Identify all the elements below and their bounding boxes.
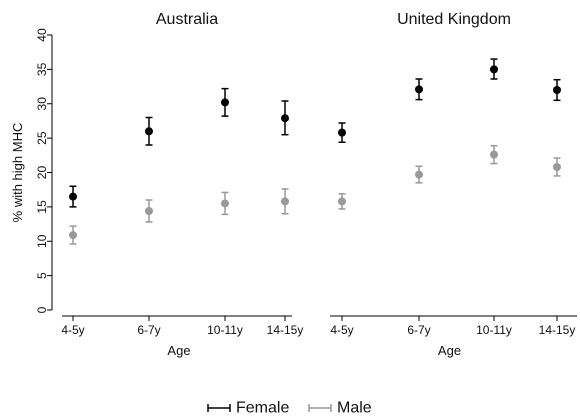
x-axis-label: Age [167, 343, 190, 358]
data-point [281, 197, 289, 206]
x-tick-label: 4-5y [61, 323, 84, 337]
data-point [553, 163, 561, 171]
y-tick-label: 20 [35, 166, 49, 180]
y-tick-label: 5 [35, 272, 49, 279]
x-tick-label: 4-5y [330, 323, 353, 337]
y-axis-label: % with high MHC [10, 123, 25, 223]
legend-item-male: Male [308, 400, 372, 417]
legend: Female Male [207, 400, 372, 417]
series-male [338, 144, 561, 210]
data-point [338, 128, 346, 137]
data-point [415, 170, 423, 179]
data-point [490, 150, 498, 159]
x-tick-label: 6-7y [137, 323, 160, 337]
series-female [69, 87, 289, 208]
panel-title: Australia [156, 11, 218, 28]
data-point [69, 192, 77, 201]
x-tick-label: 10-11y [476, 323, 512, 337]
series-male [69, 188, 289, 245]
x-tick-label: 6-7y [407, 323, 430, 337]
x-axis-label: Age [438, 343, 461, 358]
y-tick-label: 40 [35, 28, 49, 42]
legend-label: Male [337, 400, 372, 417]
y-tick-label: 25 [35, 131, 49, 145]
data-point [553, 86, 561, 94]
y-tick-label: 15 [35, 200, 49, 214]
x-tick-label: 14-15y [539, 323, 576, 337]
data-point [69, 231, 77, 240]
data-point [281, 114, 289, 123]
y-tick-label: 35 [35, 62, 49, 76]
data-point [415, 85, 423, 94]
data-point [145, 127, 153, 136]
data-point [221, 98, 229, 107]
legend-label: Female [236, 400, 289, 417]
data-point [221, 199, 229, 208]
panel-title: United Kingdom [397, 11, 511, 28]
y-tick-label: 30 [35, 97, 49, 111]
data-point [145, 207, 153, 215]
legend-item-female: Female [207, 400, 289, 417]
plot-area: 0 5 10 15 20 25 30 35 40 % with high MHC Australia… [10, 11, 577, 358]
y-tick-label: 10 [35, 234, 49, 248]
series-female [338, 58, 561, 143]
x-tick-label: 10-11y [207, 323, 243, 337]
x-tick-label: 14-15y [267, 323, 304, 337]
data-point [338, 197, 346, 206]
data-point [490, 65, 498, 74]
y-tick-label: 0 [35, 306, 49, 313]
